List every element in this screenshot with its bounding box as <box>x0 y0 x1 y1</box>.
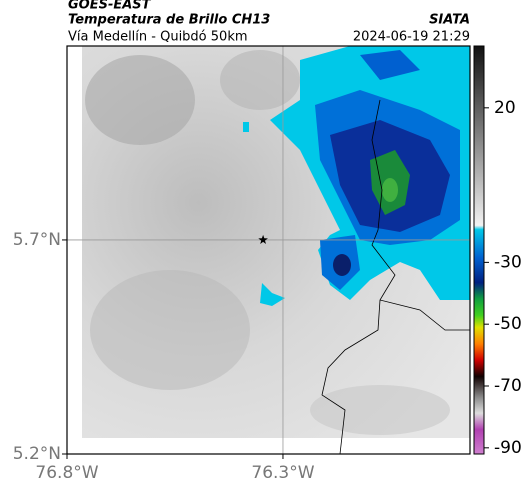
product: Temperatura de Brillo CH13 <box>68 13 270 28</box>
colorbar-tick-label: -90 <box>494 438 522 458</box>
y-tick-label: 5.2°N <box>13 444 61 464</box>
colorbar-tick-label: -30 <box>494 252 522 272</box>
map-frame <box>66 45 471 455</box>
colorbar <box>473 45 485 455</box>
colorbar-tick-label: -70 <box>494 376 522 396</box>
colorbar-tick-label: 20 <box>494 98 516 118</box>
header: GOES-EAST Temperatura de Brillo CH13 Vía… <box>68 0 470 45</box>
imagery <box>82 46 470 455</box>
region: Vía Medellín - Quibdó 50km <box>68 30 248 45</box>
x-tick-label: 76.8°W <box>35 463 98 483</box>
location-marker <box>258 234 268 244</box>
x-tick-label: 76.3°W <box>251 463 314 483</box>
datetime: 2024-06-19 21:29 <box>353 30 470 45</box>
satellite: GOES-EAST <box>68 0 152 13</box>
y-tick-label: 5.7°N <box>13 230 61 250</box>
axes: 76.8°W 76.3°W 5.2°N 5.7°N 20 -30 -50 -70 -90 <box>13 46 522 483</box>
source: SIATA <box>429 13 470 28</box>
colorbar-tick-label: -50 <box>494 314 522 334</box>
